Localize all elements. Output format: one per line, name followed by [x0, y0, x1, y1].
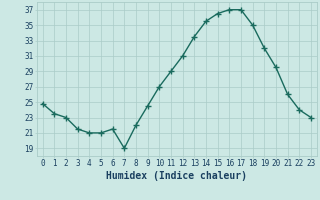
X-axis label: Humidex (Indice chaleur): Humidex (Indice chaleur)	[106, 171, 247, 181]
